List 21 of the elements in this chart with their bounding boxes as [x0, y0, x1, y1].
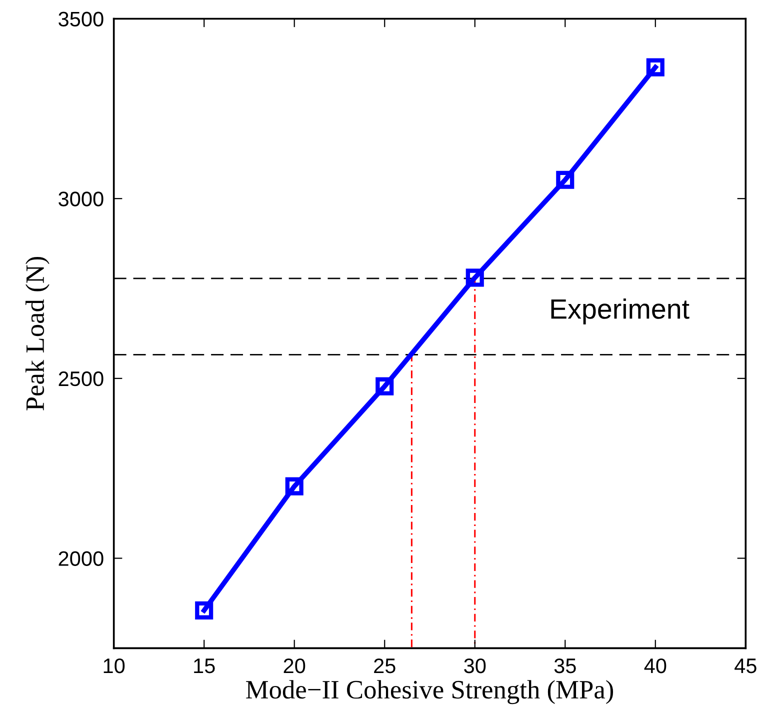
x-tick-label: 10 — [104, 658, 125, 674]
point — [646, 58, 664, 76]
x-axis-title: Mode−II Cohesive Strength (MPa) — [246, 680, 614, 704]
x-tick-label: 45 — [734, 658, 756, 674]
point — [556, 170, 574, 189]
point — [376, 377, 394, 396]
point — [195, 601, 214, 620]
y-axis-title: Peak Load (N) — [26, 256, 50, 410]
y-tick-label: 2000 — [58, 551, 104, 566]
y-tick-label: 3500 — [58, 12, 104, 26]
x-tick-label: 25 — [374, 658, 396, 674]
x-tick-label: 20 — [284, 658, 306, 674]
point — [466, 268, 484, 287]
x-tick-label: 30 — [464, 658, 486, 674]
x-tick-label: 40 — [644, 658, 666, 674]
point — [285, 477, 304, 496]
y-tick-label: 3000 — [58, 192, 104, 206]
y-tick-label: 2500 — [58, 371, 104, 386]
x-tick-label: 35 — [554, 658, 576, 674]
annotation: Experiment — [551, 298, 690, 324]
x-tick-label: 15 — [194, 658, 215, 674]
